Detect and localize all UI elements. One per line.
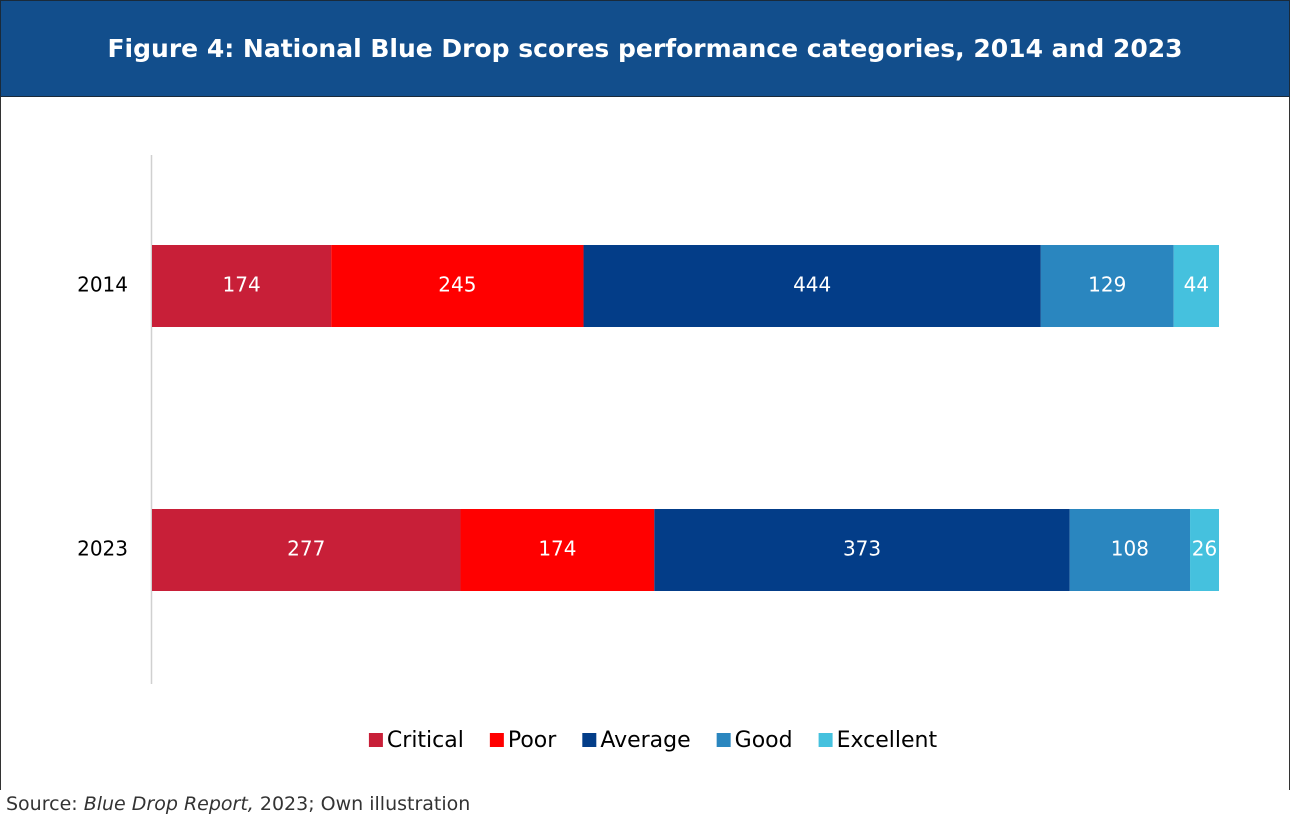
chart-title: Figure 4: National Blue Drop scores perf… bbox=[107, 34, 1182, 63]
bar-segment bbox=[152, 245, 332, 327]
bar-segment bbox=[460, 509, 655, 591]
legend-label: Poor bbox=[508, 728, 557, 753]
legend-label: Excellent bbox=[837, 728, 938, 753]
bar-segment bbox=[1040, 245, 1174, 327]
bar-segment bbox=[1190, 509, 1219, 591]
data-label: 373 bbox=[843, 537, 881, 561]
bar-segment bbox=[583, 245, 1041, 327]
bar-segment bbox=[1069, 509, 1191, 591]
source-italic: Blue Drop Report, bbox=[84, 793, 254, 815]
y-tick-label: 2014 bbox=[77, 273, 128, 297]
data-label: 129 bbox=[1088, 273, 1126, 297]
bar-segment bbox=[1173, 245, 1219, 327]
legend-swatch bbox=[368, 733, 383, 747]
data-label: 174 bbox=[223, 273, 261, 297]
legend-swatch bbox=[582, 733, 597, 747]
source-prefix: Source: bbox=[6, 793, 84, 815]
data-label: 26 bbox=[1192, 537, 1217, 561]
bar-segment bbox=[331, 245, 584, 327]
legend-label: Average bbox=[600, 728, 690, 753]
data-label: 277 bbox=[287, 537, 325, 561]
data-label: 108 bbox=[1111, 537, 1149, 561]
header bbox=[0, 0, 1290, 97]
y-tick-label: 2023 bbox=[77, 537, 128, 561]
source-suffix: 2023; Own illustration bbox=[254, 793, 471, 815]
data-label: 44 bbox=[1184, 273, 1209, 297]
data-label: 444 bbox=[793, 273, 831, 297]
legend-swatch bbox=[818, 733, 833, 747]
data-label: 174 bbox=[538, 537, 576, 561]
source: Source: Blue Drop Report, 2023; Own illu… bbox=[6, 793, 470, 815]
legend-label: Critical bbox=[387, 728, 464, 753]
bar-segment bbox=[152, 509, 461, 591]
legend-label: Good bbox=[735, 728, 793, 753]
legend-swatch bbox=[489, 733, 504, 747]
bar-segment bbox=[654, 509, 1070, 591]
legend-swatch bbox=[716, 733, 731, 747]
data-label: 245 bbox=[438, 273, 476, 297]
